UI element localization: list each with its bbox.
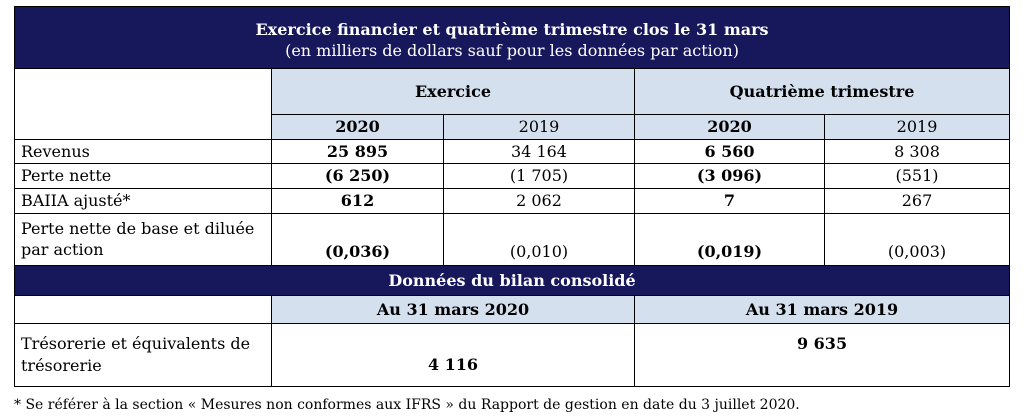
- financial-table: Exercice financier et quatrième trimestr…: [13, 6, 1011, 387]
- financial-table-container: Exercice financier et quatrième trimestr…: [13, 6, 1011, 387]
- table-row: Revenus 25 895 34 164 6 560 8 308: [14, 139, 1011, 164]
- cell-exercice-2020: 25 895: [271, 139, 444, 164]
- cell-exercice-2019: (0,010): [443, 213, 635, 266]
- bilan-value-2019: 9 635: [633, 323, 1011, 387]
- cell-quatrieme-2020: 7: [634, 188, 825, 214]
- bilan-row-label: Trésorerie et équivalents de trésorerie: [14, 323, 272, 387]
- cell-exercice-2019: 2 062: [443, 188, 635, 214]
- bilan-header-row: Au 31 mars 2020 Au 31 mars 2019: [14, 295, 1011, 324]
- cell-exercice-2020: (0,036): [271, 213, 444, 266]
- year-header-row: 2020 2019 2020 2019: [15, 114, 1011, 140]
- bilan-value-2020: 4 116: [271, 323, 635, 387]
- footnote: * Se référer à la section « Mesures non …: [14, 397, 800, 413]
- row-label: BAIIA ajusté*: [14, 188, 272, 214]
- row-label: Perte nette de base et diluée par action: [14, 213, 272, 266]
- table-row: Perte nette (6 250) (1 705) (3 096) (551…: [14, 163, 1011, 189]
- title-row: Exercice financier et quatrième trimestr…: [13, 6, 1011, 69]
- bilan-col-2020: Au 31 mars 2020: [271, 295, 635, 324]
- table-row: BAIIA ajusté* 612 2 062 7 267: [14, 188, 1011, 214]
- cell-quatrieme-2019: 8 308: [823, 139, 1011, 164]
- bilan-col-2019: Au 31 mars 2019: [633, 295, 1011, 324]
- cell-quatrieme-2019: (551): [823, 163, 1011, 189]
- cell-exercice-2020: (6 250): [271, 163, 444, 189]
- row-label: Perte nette: [14, 163, 272, 189]
- empty-bilan-cell: [14, 295, 272, 324]
- cell-exercice-2019: (1 705): [443, 163, 635, 189]
- table-subtitle: (en milliers de dollars sauf pour les do…: [285, 41, 739, 60]
- table-header: Exercice financier et quatrième trimestr…: [13, 6, 1011, 69]
- cell-quatrieme-2020: 6 560: [634, 139, 825, 164]
- cell-exercice-2019: 34 164: [443, 139, 635, 164]
- cell-quatrieme-2019: (0,003): [823, 213, 1011, 266]
- year-exercice-2019: 2019: [443, 114, 635, 140]
- bilan-title-row: Données du bilan consolidé: [13, 265, 1011, 296]
- group-quatrieme-trimestre: Quatrième trimestre: [633, 68, 1011, 115]
- table-row: Perte nette de base et diluée par action…: [14, 213, 1011, 266]
- row-label: Revenus: [14, 139, 272, 164]
- table-title: Exercice financier et quatrième trimestr…: [255, 20, 769, 39]
- year-exercice-2020: 2020: [271, 114, 444, 140]
- empty-corner-cell: [14, 68, 272, 140]
- cell-quatrieme-2020: (0,019): [634, 213, 825, 266]
- bilan-data-row: Trésorerie et équivalents de trésorerie …: [14, 323, 1011, 387]
- cell-exercice-2020: 612: [271, 188, 444, 214]
- cell-quatrieme-2019: 267: [823, 188, 1011, 214]
- cell-quatrieme-2020: (3 096): [634, 163, 825, 189]
- group-exercice: Exercice: [271, 68, 635, 115]
- group-header-row: Exercice Quatrième trimestre: [14, 68, 1011, 140]
- year-quatrieme-2019: 2019: [823, 114, 1011, 140]
- year-quatrieme-2020: 2020: [634, 114, 825, 140]
- bilan-title: Données du bilan consolidé: [13, 265, 1011, 296]
